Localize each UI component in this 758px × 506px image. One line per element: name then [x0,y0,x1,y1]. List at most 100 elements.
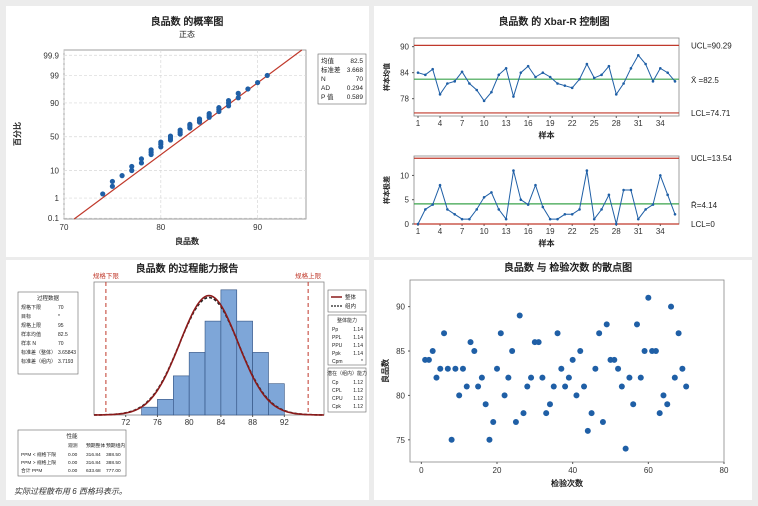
stats-value: 0.589 [347,94,364,101]
data-point [424,73,427,77]
overall-label: Ppk [332,351,341,357]
data-point [656,410,663,417]
data-point [446,82,449,85]
data-point [456,392,463,399]
stats-label: 标准差 [321,65,341,74]
performance-cell: 777.00 [106,468,121,474]
data-point [429,348,436,355]
data-point [629,67,633,70]
data-point [548,75,552,79]
performance-cell: 316.84 [86,452,101,458]
data-point [255,79,261,86]
overall-value: 1.14 [353,327,363,333]
legend-within-label: 组内 [345,302,356,310]
chart-title: 良品数 与 检验次数 的散点图 [504,261,632,274]
stats-value: 3.668 [347,67,364,74]
process-label: 标准差（组内） [21,358,56,365]
chart-subtitle: 正态 [179,29,195,39]
x-tick-label: 1 [416,227,421,236]
data-point [622,82,625,85]
x-tick-label: 76 [153,418,162,427]
data-point [592,365,599,372]
data-point [659,174,662,177]
performance-cell: PPM < 规格下限 [21,451,56,458]
data-point [264,72,270,79]
panel-scatter-plot: 良品数 与 检验次数 的散点图 75 80 85 90 0 20 40 60 80 检验次数 良品数 [374,260,752,500]
data-point [541,71,545,74]
y-tick-label: 99.9 [43,51,59,60]
x-tick-label: 13 [502,119,511,128]
data-point [501,392,508,399]
data-point [475,383,482,390]
y-axis-label: 良品数 [380,358,390,383]
data-point [526,203,530,206]
data-point [129,163,135,170]
data-point [119,173,125,179]
x-tick-label: 92 [280,418,289,427]
data-point [644,208,647,211]
process-value: 95 [58,323,64,329]
data-point [534,75,537,79]
data-point [509,348,516,355]
x-tick-label: 31 [634,119,643,128]
performance-header: 观测 [68,442,78,449]
data-point [245,86,251,92]
data-point [636,217,640,221]
data-point [516,312,523,319]
y-tick-label: 78 [400,95,409,104]
within-value: 1.12 [353,388,363,394]
performance-cell: 0.00 [68,460,78,466]
performance-box [17,429,127,477]
data-point [633,321,640,328]
data-point [600,73,603,77]
y-axis-label: 样本极差 [382,176,391,204]
stats-label: P 值 [321,92,334,101]
overall-value: 1.14 [353,343,363,349]
stats-box [317,53,367,105]
ucl-label: UCL=90.29 [691,41,732,50]
x-tick-label: 28 [612,119,621,128]
process-label: 标准差（整体） [21,349,56,356]
process-value: * [58,314,60,320]
data-point [584,427,591,434]
overall-value: 1.14 [353,351,363,357]
performance-cell: 0.00 [68,468,78,474]
y-tick-label: 5 [405,196,410,205]
overall-label: PPL [332,335,342,341]
lsl-label: 规格下限 [93,271,120,280]
overall-value: * [361,359,363,365]
within-capability-title: 潜在（组内）能力 [327,370,367,377]
data-point [138,156,145,162]
data-point [626,374,633,381]
y-axis-label: 百分比 [12,122,22,146]
overall-value: 1.14 [353,335,363,341]
x-tick-label: 31 [634,227,643,236]
histogram-bar [173,375,190,416]
data-point [614,222,618,226]
data-point [504,217,508,221]
data-point [446,208,449,211]
data-point [129,167,135,174]
overall-capability-title: 整体能力 [337,317,357,324]
chart-title: 良品数 的概率图 [151,15,224,28]
histogram-bar [141,406,158,416]
x-tick-label: 80 [720,466,729,475]
x-tick-label: 22 [568,119,577,128]
plot-area [63,49,307,220]
data-point [630,401,637,408]
data-point [225,97,232,104]
process-value: 82.5 [58,332,68,338]
data-point [622,445,629,452]
data-point [585,62,589,66]
x-tick-label: 90 [253,223,262,232]
x-tick-label: 84 [216,418,225,427]
data-point [611,356,618,363]
within-value: 1.12 [353,396,363,402]
data-point [437,365,444,372]
data-point [519,198,523,202]
data-point [497,73,501,77]
data-point [468,82,471,85]
x-tick-label: 70 [60,223,69,232]
scatter-plot: 良品数 与 检验次数 的散点图 75 80 85 90 0 20 40 60 80 检验次数 良品数 [380,261,729,488]
data-point [453,80,457,83]
